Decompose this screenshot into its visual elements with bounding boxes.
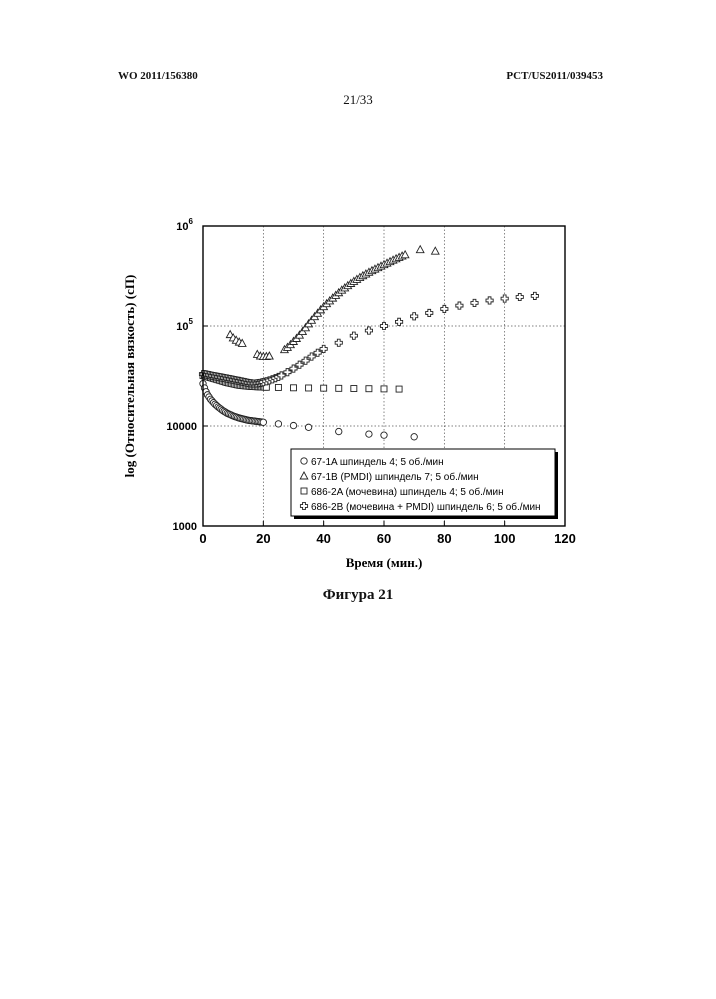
data-point: [290, 422, 296, 428]
data-point: [501, 295, 508, 302]
figure-caption: Фигура 21: [0, 587, 716, 604]
legend-marker: [301, 488, 307, 494]
data-point: [395, 318, 402, 325]
data-point: [381, 432, 387, 438]
legend: 67-1A шпиндель 4; 5 об./мин 67-1B (PMDI) …: [291, 449, 558, 519]
data-point: [335, 339, 342, 346]
data-point: [305, 424, 311, 430]
series-layer: [199, 246, 538, 440]
data-point: [411, 313, 418, 320]
data-point: [306, 385, 312, 391]
data-point: [260, 419, 266, 425]
x-tick-label: 20: [256, 531, 270, 546]
data-point: [381, 386, 387, 392]
y-axis-label: log (Относительная вязкость) (сП): [122, 275, 137, 478]
data-point: [366, 431, 372, 437]
y-tick-label: 1000: [173, 521, 197, 533]
data-point: [441, 305, 448, 312]
legend-label: 67-1B (PMDI) шпиндель 7; 5 об./мин: [311, 471, 479, 483]
y-tick-label: 10000: [166, 421, 197, 433]
series-4-cross: [199, 292, 538, 387]
data-point: [531, 292, 538, 299]
data-point: [336, 385, 342, 391]
data-point: [380, 322, 387, 329]
data-point: [365, 327, 372, 334]
legend-marker: [301, 458, 307, 464]
data-point: [336, 428, 342, 434]
legend-label: 67-1A шпиндель 4; 5 об./мин: [311, 456, 444, 468]
legend-label: 686-2A (мочевина) шпиндель 4; 5 об./мин: [311, 486, 504, 498]
data-point: [275, 384, 281, 390]
x-axis-label: Время (мин.): [346, 555, 423, 570]
data-point: [426, 309, 433, 316]
x-tick-label: 80: [437, 531, 451, 546]
data-point: [350, 332, 357, 339]
series-2-triangle: [226, 246, 439, 360]
x-tick-label: 100: [494, 531, 516, 546]
data-point: [471, 299, 478, 306]
data-point: [396, 386, 402, 392]
y-tick-label: 105: [176, 317, 193, 333]
data-point: [321, 385, 327, 391]
data-point: [411, 434, 417, 440]
data-point: [516, 293, 523, 300]
legend-label: 686-2B (мочевина + PMDI) шпиндель 6; 5 о…: [311, 501, 541, 513]
x-tick-label: 0: [199, 531, 206, 546]
x-tick-label: 60: [377, 531, 391, 546]
data-point: [275, 421, 281, 427]
data-point: [351, 386, 357, 392]
data-point: [291, 385, 297, 391]
data-point: [486, 297, 493, 304]
data-point: [416, 246, 424, 253]
x-tick-label: 120: [554, 531, 576, 546]
x-tick-label: 40: [316, 531, 330, 546]
data-point: [456, 302, 463, 309]
data-point: [366, 386, 372, 392]
data-point: [431, 247, 439, 254]
y-tick-label: 106: [176, 217, 193, 233]
